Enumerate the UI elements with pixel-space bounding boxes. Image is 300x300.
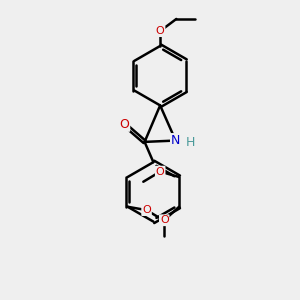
Text: O: O xyxy=(119,118,129,131)
Text: O: O xyxy=(160,215,169,225)
Text: O: O xyxy=(142,205,151,215)
Text: N: N xyxy=(171,134,180,147)
Text: O: O xyxy=(156,26,164,36)
Text: H: H xyxy=(186,136,195,149)
Text: O: O xyxy=(156,167,165,177)
